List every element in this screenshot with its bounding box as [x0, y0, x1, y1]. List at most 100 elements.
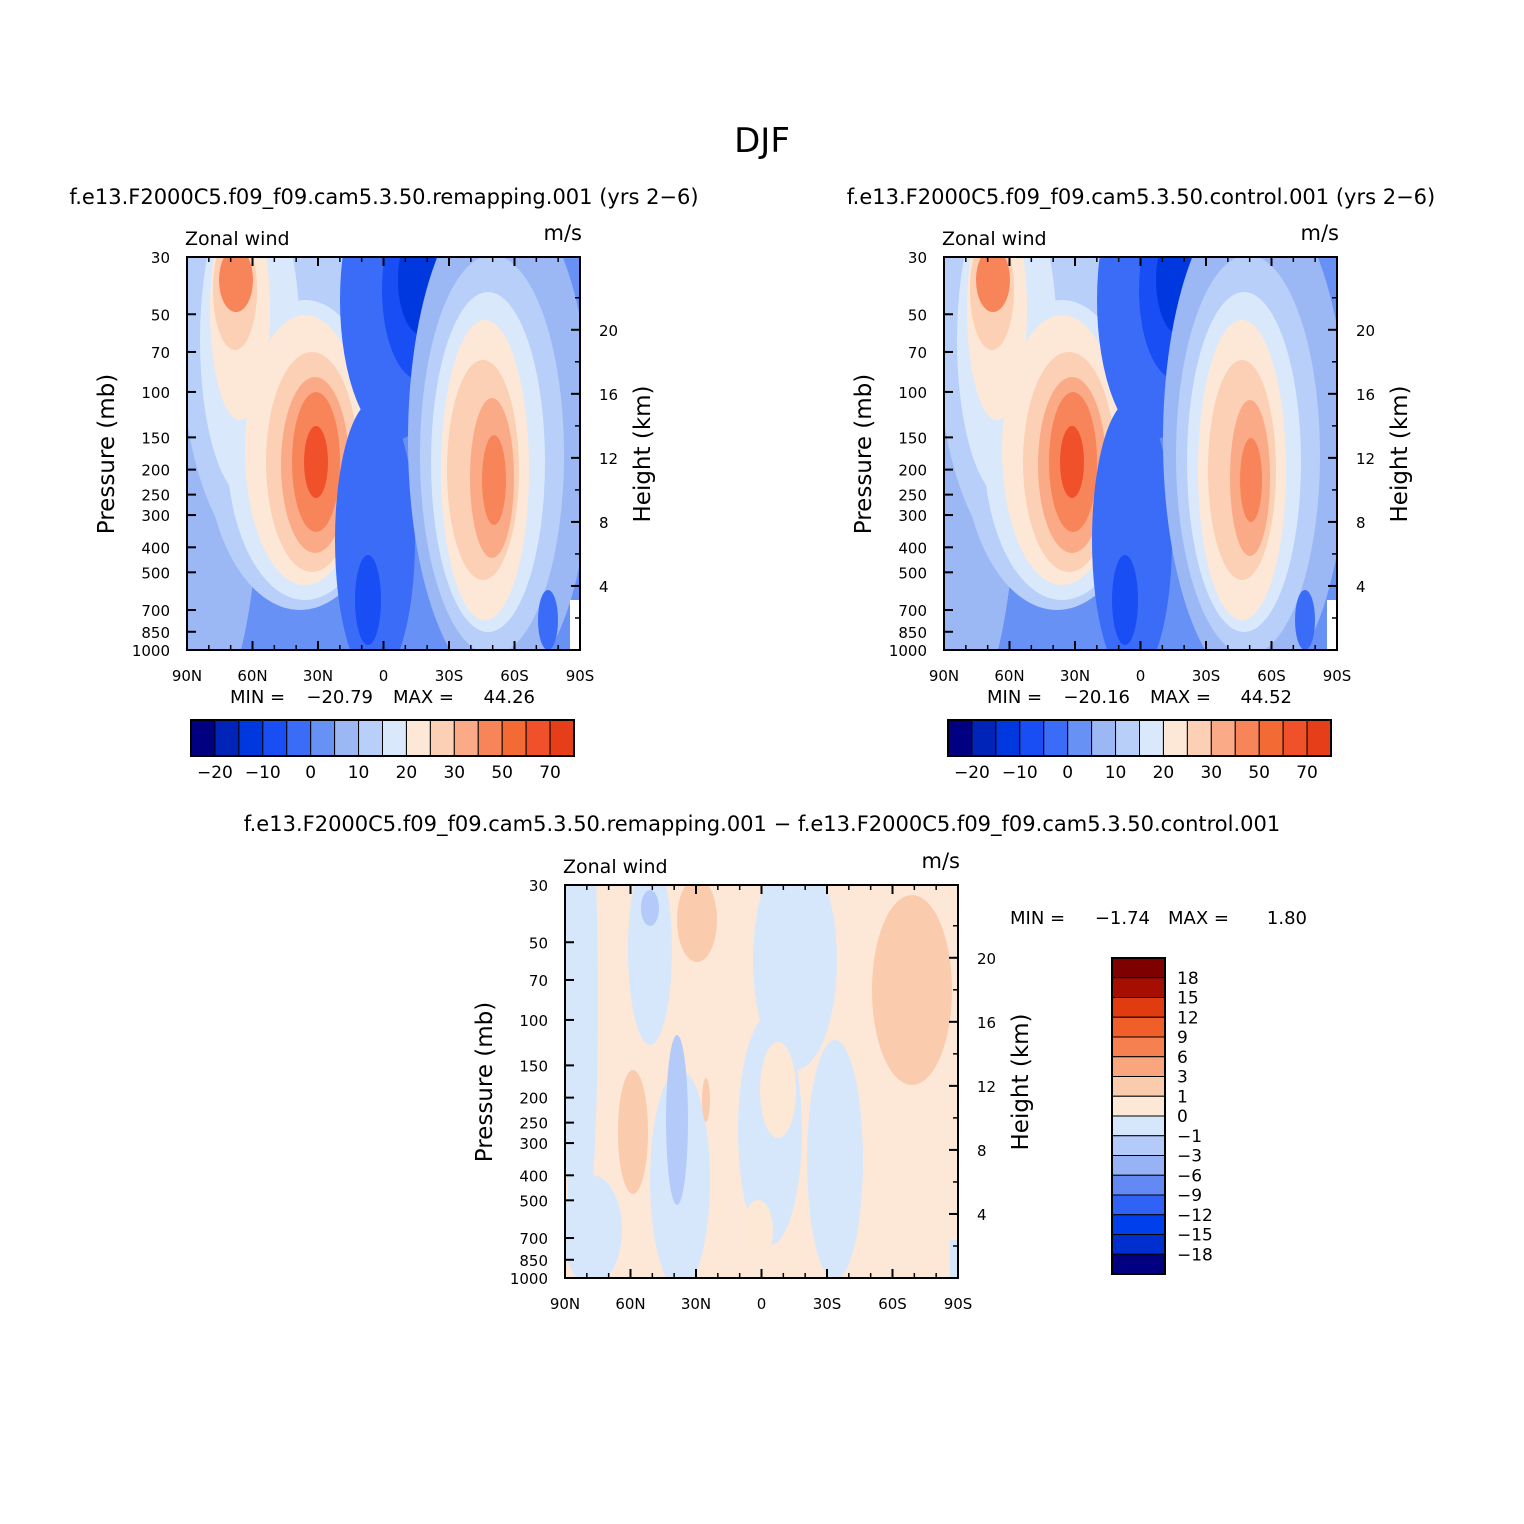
colorbar-box: [1111, 1076, 1166, 1097]
colorbar-box: [1111, 1155, 1166, 1176]
y-tick-label: 200: [519, 1090, 548, 1108]
colorbar-label: 0: [305, 763, 316, 783]
y-tick-label: 150: [141, 429, 170, 447]
panel-difference-variable-label: Zonal wind: [563, 856, 668, 878]
colorbar-box: [405, 719, 431, 757]
colorbar-box: [1019, 719, 1045, 757]
x-tick-label: 60S: [500, 667, 529, 685]
y-right-tick-label: 4: [1356, 578, 1366, 596]
colorbar-box: [1067, 719, 1093, 757]
y-right-tick-label: 20: [977, 950, 996, 968]
panel-remapping-ylabel: Pressure (mb): [94, 374, 120, 534]
y-right-tick-label: 16: [977, 1014, 996, 1032]
y-tick-label: 400: [141, 539, 170, 557]
y-tick-label: 700: [141, 602, 170, 620]
colorbar-label: −15: [1177, 1226, 1213, 1246]
x-tick-label: 60N: [994, 667, 1024, 685]
y-tick-label: 100: [519, 1012, 548, 1030]
x-tick-label: 60S: [1257, 667, 1286, 685]
y-tick-label: 50: [151, 306, 170, 324]
x-tick-label: 90N: [929, 667, 959, 685]
panel-control-contour-field: [944, 257, 1337, 650]
panel-control-case-title: f.e13.F2000C5.f09_f09.cam5.3.50.control.…: [847, 185, 1435, 210]
colorbar-box: [1111, 1036, 1166, 1058]
colorbar-box: [238, 719, 264, 757]
panel-difference-min-value: −1.74: [1095, 908, 1150, 929]
x-tick-label: 90S: [944, 1295, 973, 1313]
colorbar-box: [1162, 719, 1188, 757]
figure-title: DJF: [734, 121, 790, 161]
colorbar-box: [1210, 719, 1236, 757]
x-tick-label: 0: [379, 667, 389, 685]
colorbar-frame: [190, 719, 575, 757]
colorbar-label: 3: [1177, 1068, 1188, 1088]
x-tick-label: 0: [757, 1295, 767, 1313]
colorbar-label: 70: [539, 763, 561, 783]
colorbar-box: [1282, 719, 1308, 757]
colorbar-box: [1111, 977, 1166, 998]
y-right-tick-label: 20: [1356, 322, 1375, 340]
panel-remapping-axes: 90N 60N 30N 0 30S 60S 90S 30 50 70 100 150 200 250 300…: [132, 249, 618, 685]
colorbar-box: [501, 719, 527, 757]
colorbar-label: −10: [245, 763, 281, 783]
colorbar-box: [358, 719, 383, 757]
panel-remapping-contour-field: [187, 257, 580, 650]
colorbar-box: [1091, 719, 1117, 757]
x-tick-label: 30N: [303, 667, 333, 685]
y-tick-label: 700: [519, 1230, 548, 1248]
colorbar-box: [1234, 719, 1260, 757]
panel-remapping: f.e13.F2000C5.f09_f09.cam5.3.50.remappin…: [69, 185, 698, 783]
y-tick-label: 200: [898, 462, 927, 480]
panel-control-max-value: 44.52: [1240, 687, 1292, 708]
x-tick-label: 90S: [1323, 667, 1352, 685]
x-tick-label: 60N: [237, 667, 267, 685]
x-tick-label: 90N: [550, 1295, 580, 1313]
colorbar-label: 15: [1177, 989, 1199, 1009]
panel-difference-units-label: m/s: [922, 849, 960, 873]
colorbar-box: [190, 719, 216, 757]
colorbar-box: [1111, 1095, 1166, 1117]
colorbar-label: 9: [1177, 1028, 1188, 1048]
panel-control-variable-label: Zonal wind: [942, 228, 1047, 250]
x-tick-label: 60S: [878, 1295, 907, 1313]
y-tick-label: 500: [519, 1192, 548, 1210]
colorbar-label: 30: [443, 763, 465, 783]
colorbar-label: 50: [1248, 763, 1270, 783]
colorbar-box: [1111, 997, 1166, 1018]
colorbar-label: 20: [1153, 763, 1175, 783]
y-tick-label: 1000: [132, 642, 170, 660]
colorbar-box: [1111, 1234, 1166, 1255]
colorbar-label: 30: [1200, 763, 1222, 783]
panel-remapping-variable-label: Zonal wind: [185, 228, 290, 250]
y-tick-label: 300: [519, 1135, 548, 1153]
colorbar-box: [947, 719, 973, 757]
y-tick-label: 250: [519, 1115, 548, 1133]
x-tick-label: 30S: [1192, 667, 1221, 685]
y-tick-label: 70: [151, 344, 170, 362]
y-tick-label: 850: [141, 624, 170, 642]
colorbar-frame: [947, 719, 1332, 757]
panel-control-axes: 90N 60N 30N 0 30S 60S 90S 30 50 70 100 150 200 250 300…: [889, 249, 1375, 685]
colorbar-box: [1139, 719, 1164, 757]
y-right-tick-label: 12: [977, 1078, 996, 1096]
colorbar-box: [1043, 719, 1069, 757]
colorbar-box: [549, 719, 575, 757]
y-tick-label: 30: [908, 249, 927, 267]
y-tick-label: 150: [898, 429, 927, 447]
colorbar-box: [1186, 719, 1212, 757]
panel-difference-ylabel-right: Height (km): [1008, 1013, 1034, 1150]
x-tick-label: 30S: [435, 667, 464, 685]
x-tick-label: 30N: [1060, 667, 1090, 685]
colorbar-box: [995, 719, 1021, 757]
panel-difference-max-value: 1.80: [1267, 908, 1307, 929]
panel-remapping-min-label: MIN =: [230, 687, 285, 708]
y-tick-label: 850: [519, 1252, 548, 1270]
colorbar-box: [1306, 719, 1332, 757]
colorbar-box: [1258, 719, 1284, 757]
colorbar-box: [429, 719, 455, 757]
y-right-tick-label: 8: [977, 1142, 987, 1160]
y-tick-label: 500: [141, 564, 170, 582]
y-right-tick-label: 4: [977, 1206, 987, 1224]
colorbar-frame: [1111, 957, 1166, 1275]
y-right-tick-label: 8: [599, 514, 609, 532]
